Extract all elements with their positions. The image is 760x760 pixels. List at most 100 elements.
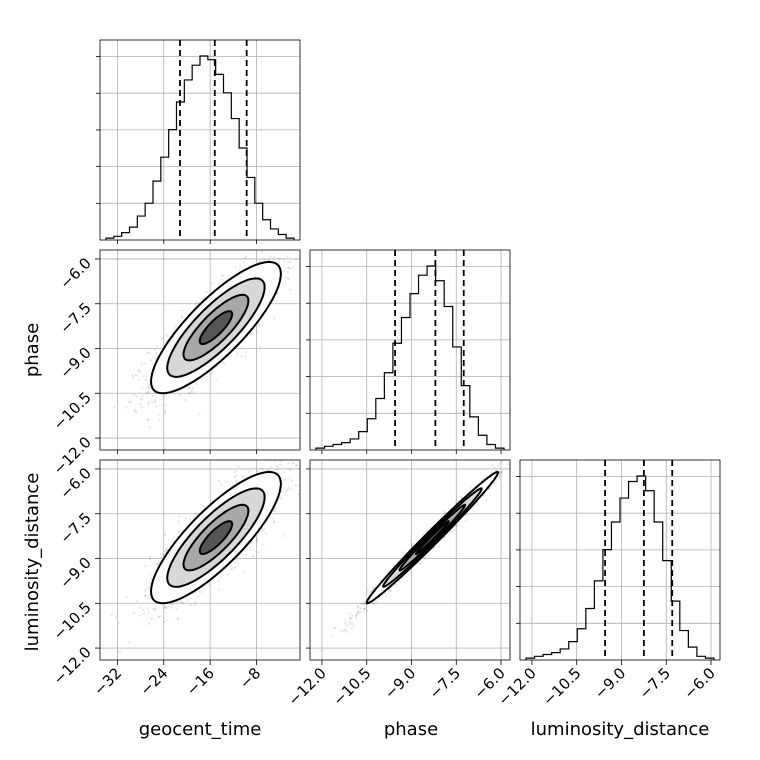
y-tick-label: −9.0 [56, 554, 94, 592]
scatter-point [217, 588, 220, 591]
scatter-point [142, 608, 145, 612]
panel-frame [99, 39, 301, 241]
panel-content [110, 444, 300, 654]
scatter-point [215, 378, 218, 381]
scatter-point [276, 506, 279, 509]
scatter-point [263, 527, 266, 531]
scatter-point [517, 462, 519, 464]
scatter-point [135, 410, 138, 413]
contour-line [198, 310, 234, 345]
scatter-point [264, 531, 267, 534]
scatter-point [292, 462, 295, 465]
scatter-point [152, 607, 155, 610]
grid [100, 460, 300, 660]
scatter-point [146, 391, 149, 395]
panel-frame [99, 249, 301, 451]
scatter-point [111, 453, 113, 455]
scatter-point [261, 250, 264, 254]
scatter-point [280, 497, 283, 500]
scatter-point [164, 550, 167, 554]
scatter-point [493, 482, 496, 485]
scatter-point [181, 309, 184, 312]
scatter-point [517, 454, 519, 456]
scatter-point [287, 486, 290, 490]
scatter-point [234, 566, 237, 570]
scatter-point [184, 517, 187, 520]
scatter-point [276, 292, 279, 295]
scatter-point [453, 529, 456, 532]
scatter-point [144, 378, 148, 382]
scatter-point [465, 513, 468, 517]
scatter-point [175, 608, 178, 611]
scatter-point [229, 567, 232, 570]
scatter-point [284, 492, 287, 495]
scatter-point [145, 375, 148, 378]
scatter-point [330, 635, 333, 638]
scatter-point [144, 565, 147, 568]
scatter-point [348, 620, 351, 624]
scatter-point [374, 583, 377, 587]
scatter-point [517, 450, 519, 452]
scatter-point [278, 257, 281, 260]
scatter-point [279, 460, 283, 463]
contour-line [398, 503, 467, 572]
contour-line [365, 471, 500, 605]
scatter-point [154, 357, 157, 360]
scatter-point [162, 404, 165, 407]
scatter-point [142, 375, 145, 378]
scatter-point [262, 246, 264, 248]
scatter-point [375, 600, 378, 604]
scatter-point [149, 556, 152, 559]
scatter-point [155, 351, 158, 354]
scatter-point [421, 533, 424, 537]
scatter-point [125, 406, 128, 409]
scatter-point [210, 372, 213, 375]
scatter-point [402, 551, 405, 554]
scatter-point [139, 614, 142, 617]
scatter-point [154, 399, 157, 402]
scatter-point [163, 410, 166, 413]
scatter-point [286, 255, 289, 258]
scatter-point [291, 248, 293, 250]
scatter-point [313, 661, 315, 663]
x-tick-label: −6.0 [680, 664, 718, 702]
scatter-point [443, 536, 446, 539]
scatter-point [289, 267, 292, 270]
scatter-point [455, 524, 458, 527]
scatter-point [192, 391, 195, 394]
scatter-point [143, 589, 146, 592]
scatter-point [259, 246, 261, 248]
grid [310, 460, 510, 660]
scatter-point [224, 480, 227, 483]
scatter-point [353, 625, 356, 628]
contour-line [166, 487, 266, 588]
scatter-point [275, 469, 278, 472]
scatter-point [356, 605, 359, 608]
scatter-point [240, 355, 243, 358]
scatter-point [358, 611, 361, 614]
scatter-point [282, 444, 284, 446]
scatter-point [141, 386, 144, 389]
scatter-point [148, 426, 151, 429]
scatter-point [147, 402, 150, 405]
scatter-point [210, 282, 214, 285]
scatter-point [261, 323, 264, 326]
scatter-point [444, 535, 447, 538]
scatter-point [217, 580, 220, 583]
scatter-point [426, 529, 429, 532]
scatter-point [114, 615, 117, 618]
scatter-point [136, 599, 139, 603]
y-tick-label: −7.5 [56, 509, 94, 547]
scatter-point [321, 649, 324, 652]
scatter-point [220, 483, 223, 486]
scatter-point [118, 650, 121, 654]
scatter-point [154, 604, 157, 607]
scatter-point [131, 374, 134, 377]
scatter-point [155, 405, 158, 408]
x-tick-label: −9.0 [591, 664, 629, 702]
scatter-point [158, 561, 161, 564]
scatter-point [116, 650, 119, 653]
scatter-point [161, 337, 164, 340]
scatter-point [188, 387, 191, 390]
scatter-point [351, 614, 354, 617]
